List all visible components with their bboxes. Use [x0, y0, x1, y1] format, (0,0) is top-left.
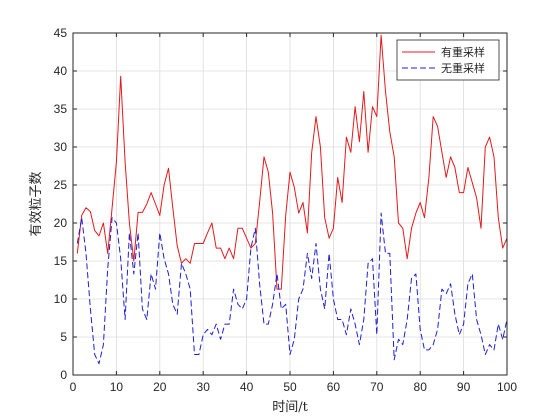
y-tick-label: 25 — [54, 178, 68, 192]
series-line-2 — [76, 212, 508, 365]
y-axis-title: 有效粒子数 — [29, 171, 44, 236]
y-tick-label: 40 — [54, 64, 68, 78]
x-axis-title: 时间/t — [272, 400, 308, 415]
series-line-1 — [76, 34, 508, 290]
x-tick-label: 40 — [240, 380, 254, 394]
legend-label-1: 有重采样 — [441, 45, 485, 59]
y-tick-label: 15 — [54, 254, 68, 268]
x-tick-label: 30 — [197, 380, 211, 394]
legend-label-2: 无重采样 — [441, 61, 485, 75]
y-tick-label: 0 — [60, 368, 67, 382]
ticks: 0 10 20 30 40 50 60 70 80 90 100 0 5 10 15 20 25 30 35 40 45 — [54, 26, 518, 394]
y-tick-label: 10 — [54, 292, 68, 306]
y-tick-label: 30 — [54, 140, 68, 154]
legend-box — [396, 39, 500, 81]
series-layer — [76, 34, 508, 365]
x-tick-label: 10 — [110, 380, 124, 394]
x-tick-label: 70 — [370, 380, 384, 394]
x-tick-label: 0 — [70, 380, 77, 394]
y-tick-label: 35 — [54, 102, 68, 116]
x-tick-label: 80 — [414, 380, 428, 394]
x-tick-label: 100 — [497, 380, 517, 394]
x-tick-label: 60 — [327, 380, 341, 394]
y-tick-label: 5 — [60, 330, 67, 344]
x-tick-label: 50 — [283, 380, 297, 394]
y-tick-label: 20 — [54, 216, 68, 230]
x-tick-label: 20 — [153, 380, 167, 394]
y-tick-label: 45 — [54, 26, 68, 40]
x-tick-label: 90 — [457, 380, 471, 394]
